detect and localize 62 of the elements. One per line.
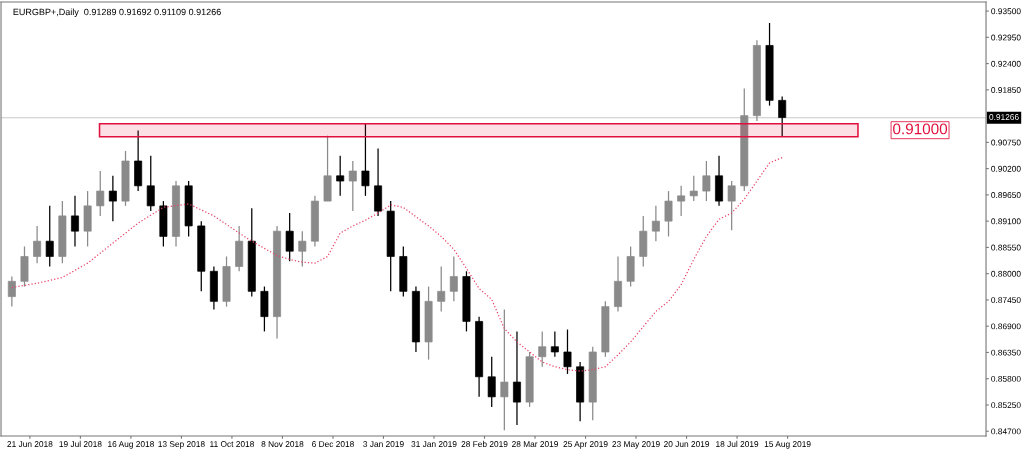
y-tick-label: 0.85250	[991, 402, 1021, 409]
x-tick-label: 28 Feb 2019	[461, 440, 508, 447]
y-tick-label: 0.93500	[991, 8, 1021, 15]
candlestick	[778, 95, 787, 138]
x-tick-label: 16 Aug 2018	[108, 441, 154, 449]
ref-line-label: 0.91266	[989, 114, 1019, 120]
y-tick-label: 0.86350	[991, 349, 1021, 356]
x-tick-label: 19 Jul 2018	[59, 440, 102, 447]
candlestick	[487, 356, 496, 408]
band-label: 0.91000	[893, 123, 948, 135]
candlestick	[348, 160, 357, 212]
y-tick-label: 0.90750	[991, 139, 1021, 146]
candlestick	[651, 205, 660, 242]
y-tick-label: 0.84700	[991, 428, 1021, 435]
candlestick	[437, 265, 446, 313]
candlestick	[361, 123, 370, 197]
candlestick	[33, 225, 42, 264]
y-tick-label: 0.89650	[991, 192, 1021, 198]
candlestick	[285, 212, 294, 262]
y-tick-label: 0.85800	[991, 375, 1021, 382]
y-tick-label: 0.87450	[991, 297, 1021, 304]
candlestick	[71, 195, 79, 248]
candlestick	[7, 275, 16, 308]
candlestick	[727, 180, 736, 231]
candlestick	[689, 175, 698, 202]
candlestick	[538, 330, 547, 368]
text: EURGBP+,Daily 0.91289 0.91692 0.91109 0.91266	[13, 8, 221, 17]
y-tick-label: 0.88000	[991, 270, 1021, 277]
x-tick-label: 20 Jun 2019	[664, 441, 710, 447]
x-tick-label: 6 Dec 2018	[312, 441, 354, 447]
x-tick-label: 21 Jun 2018	[7, 441, 53, 447]
candlestick	[449, 255, 458, 302]
candlestick	[550, 330, 559, 358]
candlestick	[108, 175, 117, 222]
candlestick	[563, 328, 572, 375]
x-tick-label: 11 Oct 2018	[210, 441, 254, 447]
y-tick-label: 0.88550	[991, 244, 1021, 251]
x-tick-label: 28 Mar 2019	[512, 441, 559, 447]
candlestick	[664, 190, 673, 238]
x-tick-label: 13 Sep 2018	[158, 441, 205, 449]
candlestick	[45, 205, 54, 268]
x-tick-label: 31 Jan 2019	[411, 441, 457, 447]
candlestick	[677, 185, 686, 217]
x-tick-label: 25 Apr 2019	[563, 441, 608, 449]
candlestick	[500, 308, 509, 431]
x-tick-label: 15 Aug 2019	[764, 441, 811, 449]
x-tick-label: 8 Nov 2018	[261, 441, 304, 447]
y-tick-label: 0.91850	[991, 87, 1021, 93]
candlestick	[336, 155, 345, 197]
x-tick-label: 23 May 2019	[612, 441, 660, 449]
x-tick-label: 18 Jul 2019	[716, 440, 759, 447]
candlestick	[513, 330, 521, 426]
y-tick-label: 0.90200	[991, 165, 1021, 172]
candlestick	[298, 230, 307, 268]
candlestick	[146, 155, 155, 212]
candlestick	[702, 160, 711, 202]
x-tick-label: 3 Jan 2019	[363, 441, 404, 447]
y-tick-label: 0.92400	[991, 60, 1021, 67]
y-tick-label: 0.92950	[991, 34, 1021, 41]
candlestick	[96, 170, 105, 217]
y-tick-label: 0.89100	[991, 218, 1021, 225]
y-tick-label: 0.86900	[991, 323, 1021, 330]
